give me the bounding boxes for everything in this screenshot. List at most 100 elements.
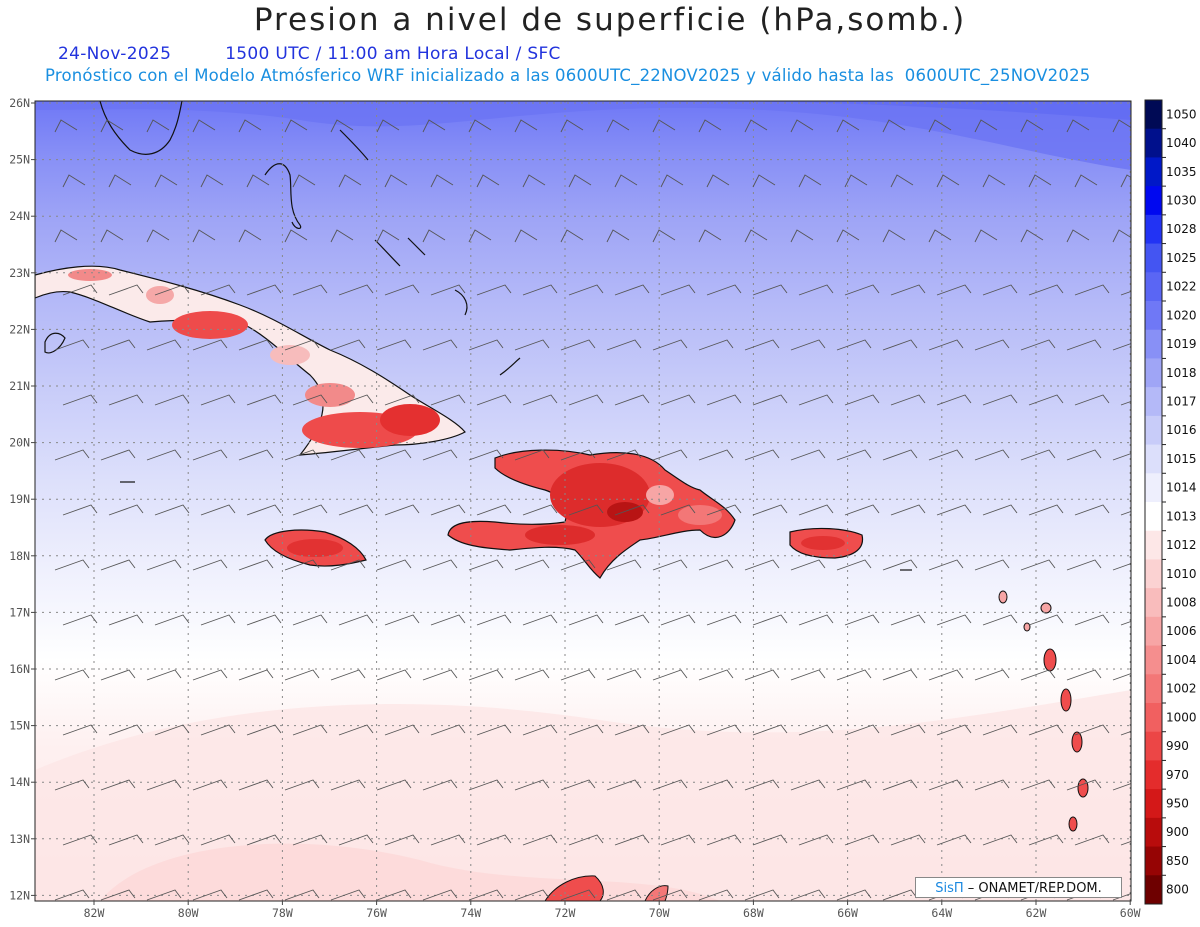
wind-barb [430, 724, 466, 736]
wind-barb [468, 119, 492, 133]
wind-barb [652, 449, 688, 461]
wind-barb [790, 669, 826, 681]
wind-barb [1028, 504, 1064, 516]
wind-barb [974, 119, 998, 133]
colorbar-label: 1006 [1166, 624, 1197, 638]
wind-barb [100, 119, 124, 133]
wind-barb [568, 284, 604, 296]
wind-barb [108, 834, 144, 846]
wind-barb [882, 669, 918, 681]
wind-barb [744, 559, 780, 571]
wind-barb [698, 229, 722, 243]
wind-barb [1112, 119, 1131, 133]
wind-barb [430, 614, 466, 626]
wind-barb [606, 339, 642, 351]
wind-barb [100, 229, 124, 243]
wind-barb [798, 504, 834, 516]
lat-label: 26N [9, 96, 30, 110]
colorbar-swatch [1145, 415, 1162, 446]
wind-barb [330, 669, 366, 681]
wind-barb [376, 229, 400, 243]
wind-barb [798, 394, 834, 406]
wind-barb [292, 394, 328, 406]
latitude-labels: 26N 25N 24N 23N 22N 21N 20N 19N 18N 17N 16N 15N 14N 1… [9, 96, 35, 902]
colorbar-label: 1019 [1166, 337, 1197, 351]
wind-barb [522, 614, 558, 626]
colorbar-label: 950 [1166, 797, 1189, 811]
valid-time: 1500 UTC / 11:00 am Hora Local / SFC [225, 44, 561, 64]
lon-label: 64W [931, 906, 952, 920]
wind-barb [468, 559, 504, 571]
wind-barb [790, 119, 814, 133]
wind-barb [706, 614, 742, 626]
wind-barb [384, 394, 420, 406]
wind-barb [238, 559, 274, 571]
wind-barb [422, 449, 458, 461]
wind-barb [1020, 779, 1056, 791]
wind-barb [752, 834, 788, 846]
wind-barb [698, 889, 734, 901]
wind-barb [790, 889, 826, 901]
colorbar-swatch [1145, 703, 1162, 733]
wind-barb [146, 669, 182, 681]
colorbar-swatch [1145, 243, 1162, 273]
wind-barb [836, 559, 872, 571]
wind-barb [192, 889, 228, 901]
wind-barb [560, 779, 596, 791]
wind-barb [1074, 504, 1110, 516]
wind-barb [652, 339, 688, 351]
wind-barb [192, 449, 228, 461]
wind-barb [890, 614, 926, 626]
wind-barbs [54, 119, 1131, 901]
wind-barb [836, 119, 860, 133]
wind-barb [614, 394, 650, 406]
colorbar-swatch [1145, 760, 1162, 790]
colorbar-swatch [1145, 186, 1162, 216]
wind-barb [476, 394, 512, 406]
wind-barb [1120, 730, 1131, 736]
colorbar-swatch [1145, 473, 1162, 503]
wind-barb [698, 449, 734, 461]
wind-barb [652, 229, 676, 243]
wind-barb [200, 394, 236, 406]
wind-barb [100, 449, 136, 461]
wind-barb [284, 669, 320, 681]
wind-barb [614, 724, 650, 736]
colorbar-label: 1012 [1166, 538, 1197, 552]
wind-barb [614, 504, 650, 516]
colorbar-label: 1018 [1166, 366, 1197, 380]
lon-label: 82W [84, 906, 105, 920]
wind-barb [146, 339, 182, 351]
wind-barb [154, 284, 190, 296]
wind-barb [422, 339, 458, 351]
lat-label: 22N [9, 322, 30, 336]
wind-barb [468, 339, 504, 351]
wind-barb [330, 449, 366, 461]
wind-barb [100, 889, 136, 901]
colorbar-swatch [1145, 214, 1162, 245]
lon-label: 60W [1120, 906, 1141, 920]
wind-barb [706, 724, 742, 736]
wind-barb [890, 504, 926, 516]
wind-barb [468, 669, 504, 681]
wind-barb [1020, 119, 1044, 133]
wind-barb [246, 504, 282, 516]
colorbar-swatch [1145, 559, 1162, 589]
wind-barb [338, 834, 374, 846]
wind-barb [882, 339, 918, 351]
wind-barb [54, 889, 90, 901]
wind-barb [1020, 559, 1056, 571]
wind-barb [108, 174, 132, 188]
wind-barb [284, 779, 320, 791]
wind-barb [836, 669, 872, 681]
wind-barb [982, 614, 1018, 626]
wind-barb [246, 174, 270, 188]
wind-barb [744, 669, 780, 681]
wind-barb [936, 394, 972, 406]
lon-label: 76W [366, 906, 387, 920]
wind-barb [844, 614, 880, 626]
wind-barb [744, 229, 768, 243]
wind-barb [284, 229, 308, 243]
wind-barb [698, 339, 734, 351]
